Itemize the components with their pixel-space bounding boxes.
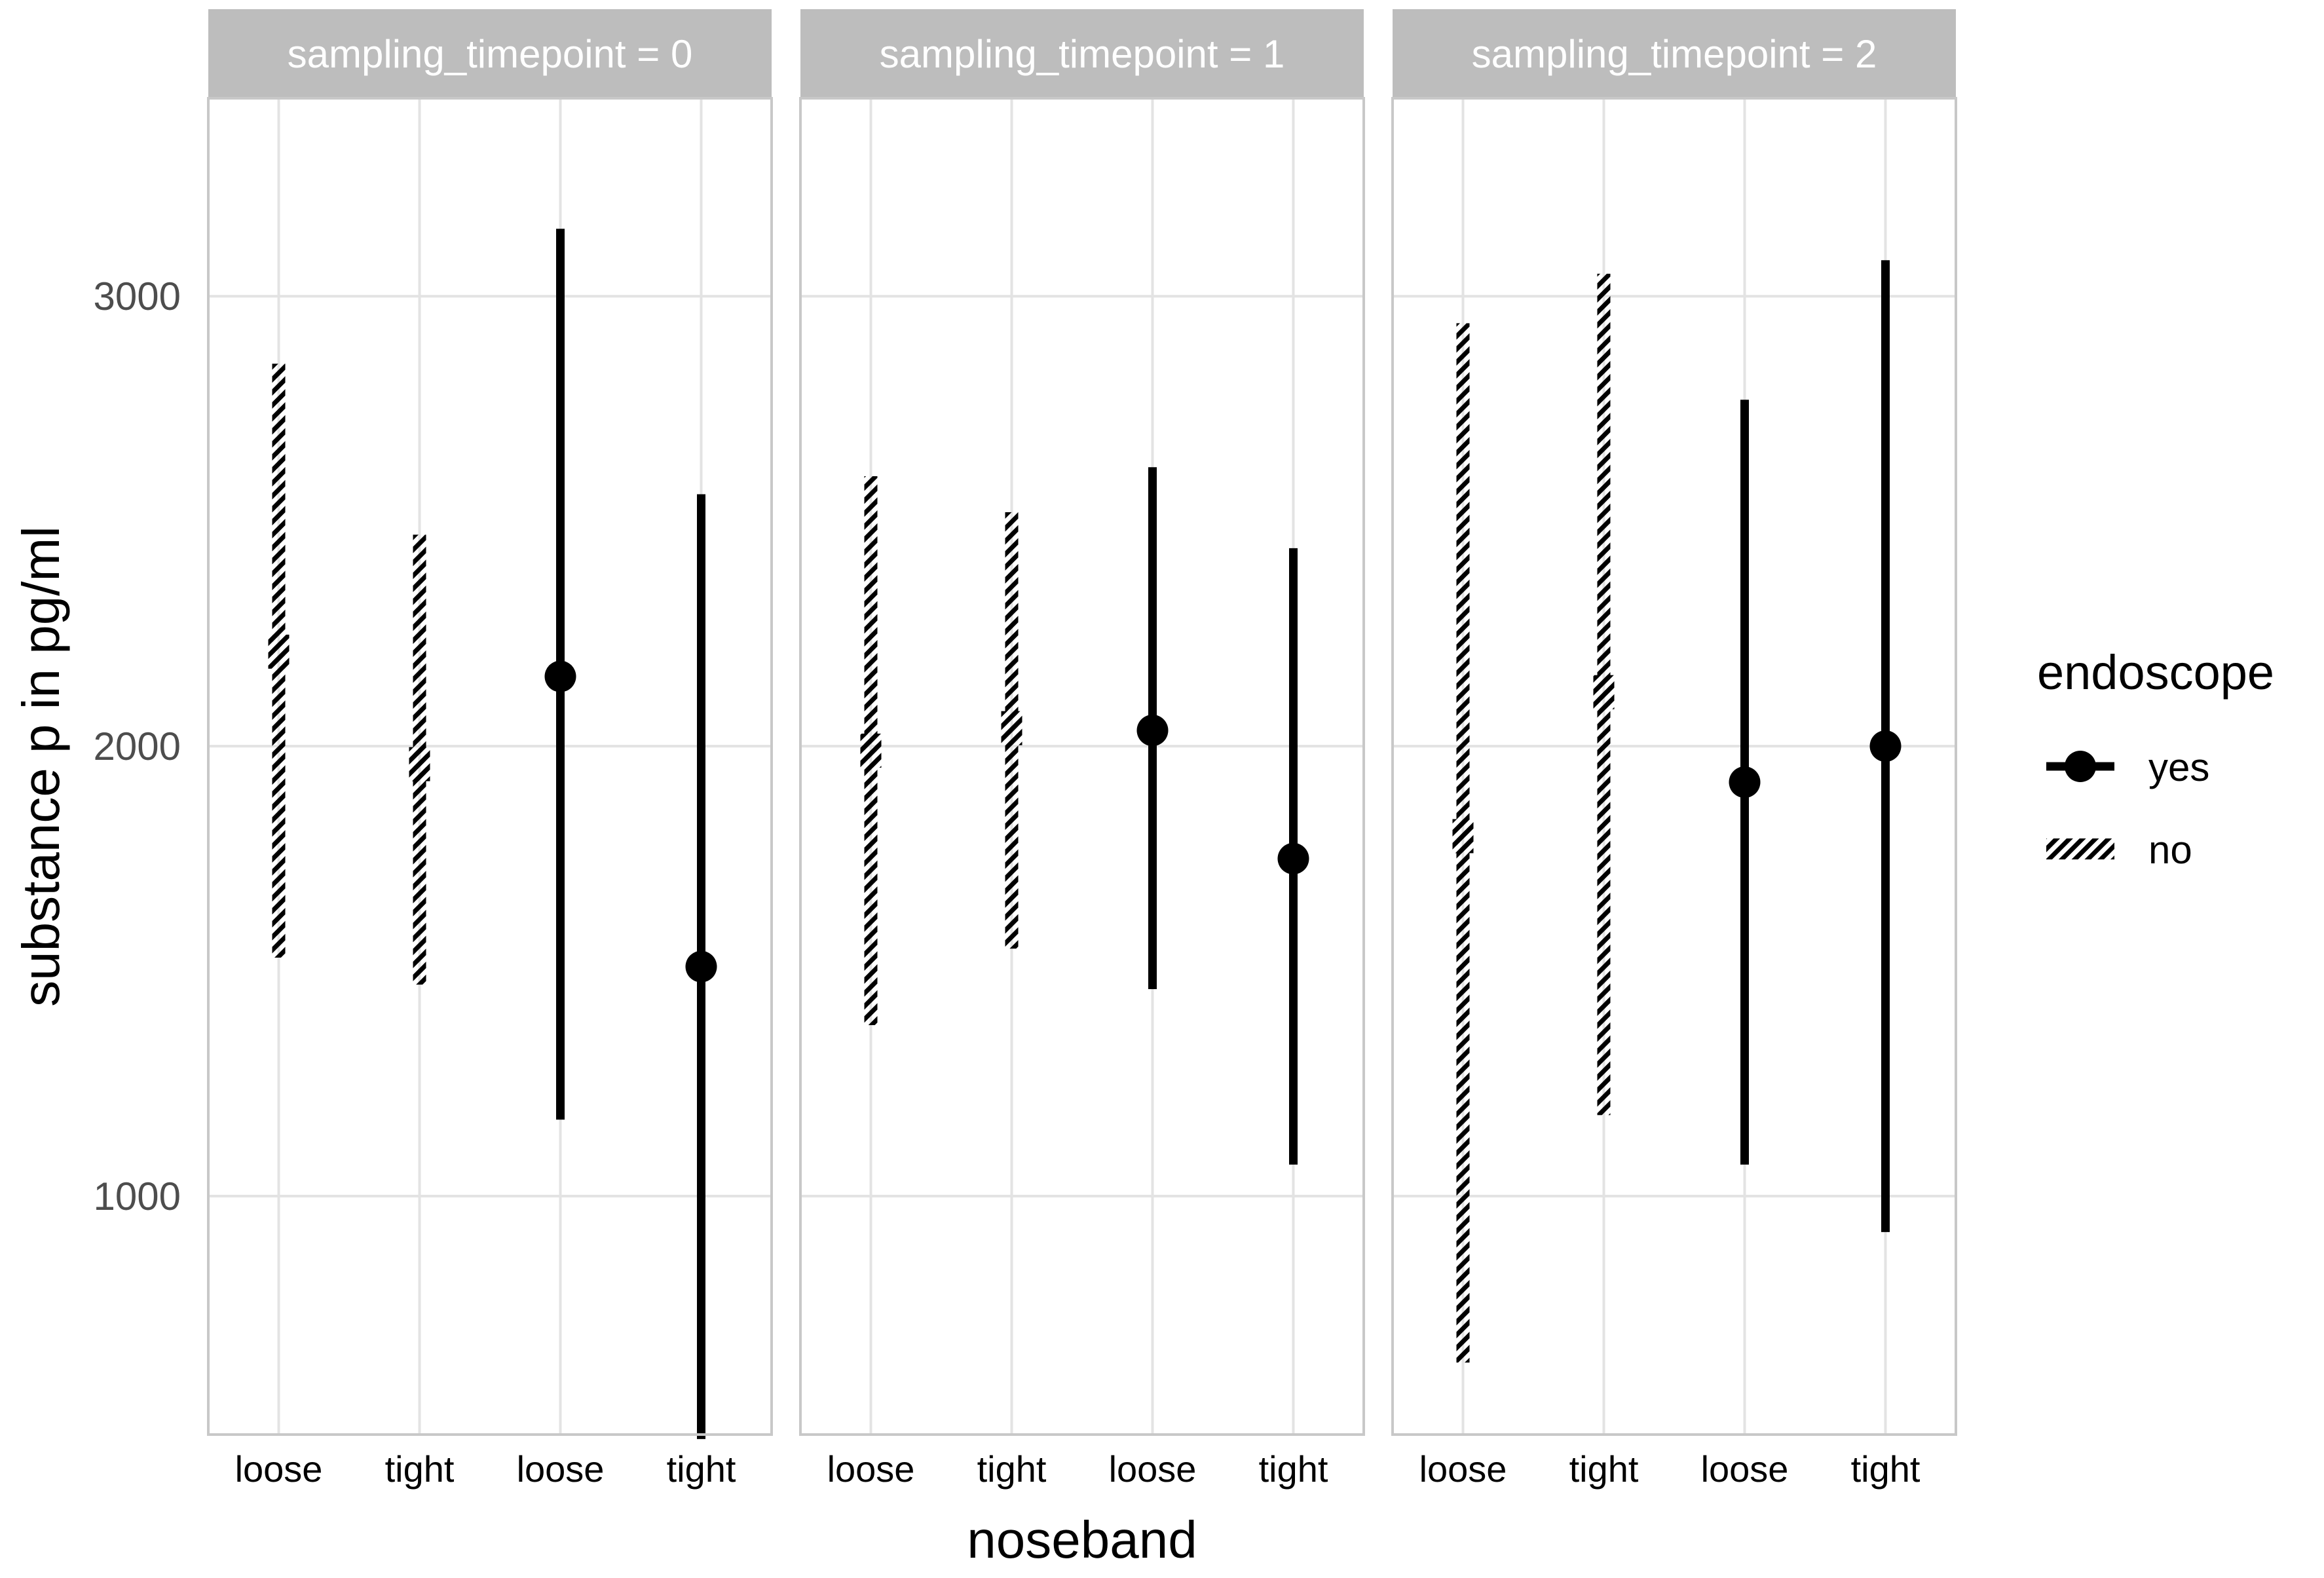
- legend-point-yes: [2065, 751, 2096, 782]
- legend-hatch-no: [2046, 838, 2114, 859]
- facet-strip-label: sampling_timepoint = 0: [288, 32, 693, 76]
- x-tick-label: tight: [1259, 1448, 1328, 1490]
- legend-label-no: no: [2148, 828, 2192, 872]
- facet-panel-0: sampling_timepoint = 0 loose tight loose tig…: [207, 9, 773, 1490]
- facet-panel-1: sampling_timepoint = 1 loose tight loose tig…: [799, 9, 1365, 1490]
- point-yes: [1136, 715, 1169, 747]
- panel-border: [1391, 97, 1957, 1436]
- point-yes: [685, 950, 717, 983]
- x-tick-label: tight: [667, 1448, 736, 1490]
- x-tick-label: tight: [1851, 1448, 1921, 1490]
- facet-panel-2: sampling_timepoint = 2 loose tight loose tig…: [1391, 9, 1957, 1490]
- point-no: [860, 733, 882, 768]
- point-yes: [544, 660, 576, 692]
- x-tick-label: tight: [1569, 1448, 1639, 1490]
- facet-strip-label: sampling_timepoint = 1: [880, 32, 1285, 76]
- legend-key-yes: [2046, 751, 2114, 782]
- x-tick-label: loose: [1701, 1448, 1789, 1490]
- y-tick-label: 3000: [94, 274, 181, 318]
- x-tick-label: loose: [1419, 1448, 1507, 1490]
- x-tick-label: loose: [827, 1448, 915, 1490]
- legend: endoscope yes no: [2037, 645, 2274, 872]
- panel-border: [207, 97, 773, 1436]
- y-tick-label: 1000: [94, 1174, 181, 1218]
- facet-strip-label: sampling_timepoint = 2: [1472, 32, 1877, 76]
- panel-border: [799, 97, 1365, 1436]
- point-no: [1593, 675, 1615, 709]
- y-tick-label: 2000: [94, 724, 181, 768]
- facet-strip: [208, 9, 772, 98]
- x-tick-label: loose: [1109, 1448, 1197, 1490]
- point-no: [268, 634, 290, 669]
- facet-strip: [800, 9, 1364, 98]
- legend-key-no: [2046, 838, 2114, 859]
- x-tick-label: loose: [235, 1448, 323, 1490]
- x-tick-label: tight: [385, 1448, 455, 1490]
- point-yes: [1729, 766, 1761, 798]
- point-yes: [1869, 730, 1902, 762]
- x-tick-label: loose: [517, 1448, 605, 1490]
- facet-strip: [1393, 9, 1956, 98]
- legend-label-yes: yes: [2148, 745, 2209, 789]
- plot-background: [800, 98, 1364, 1435]
- x-axis-title: noseband: [967, 1511, 1197, 1569]
- point-yes: [1277, 842, 1309, 874]
- point-no: [409, 747, 430, 781]
- y-axis: 1000 2000 3000: [94, 274, 181, 1218]
- x-tick-label: tight: [977, 1448, 1047, 1490]
- panels: sampling_timepoint = 0 loose tight loose tig…: [207, 9, 1957, 1490]
- point-no: [1001, 711, 1022, 745]
- plot-background: [1393, 98, 1956, 1435]
- point-no: [1452, 819, 1474, 854]
- y-axis-title: substance p in pg/ml: [12, 526, 70, 1007]
- plot-background: [208, 98, 772, 1435]
- legend-title: endoscope: [2037, 645, 2274, 700]
